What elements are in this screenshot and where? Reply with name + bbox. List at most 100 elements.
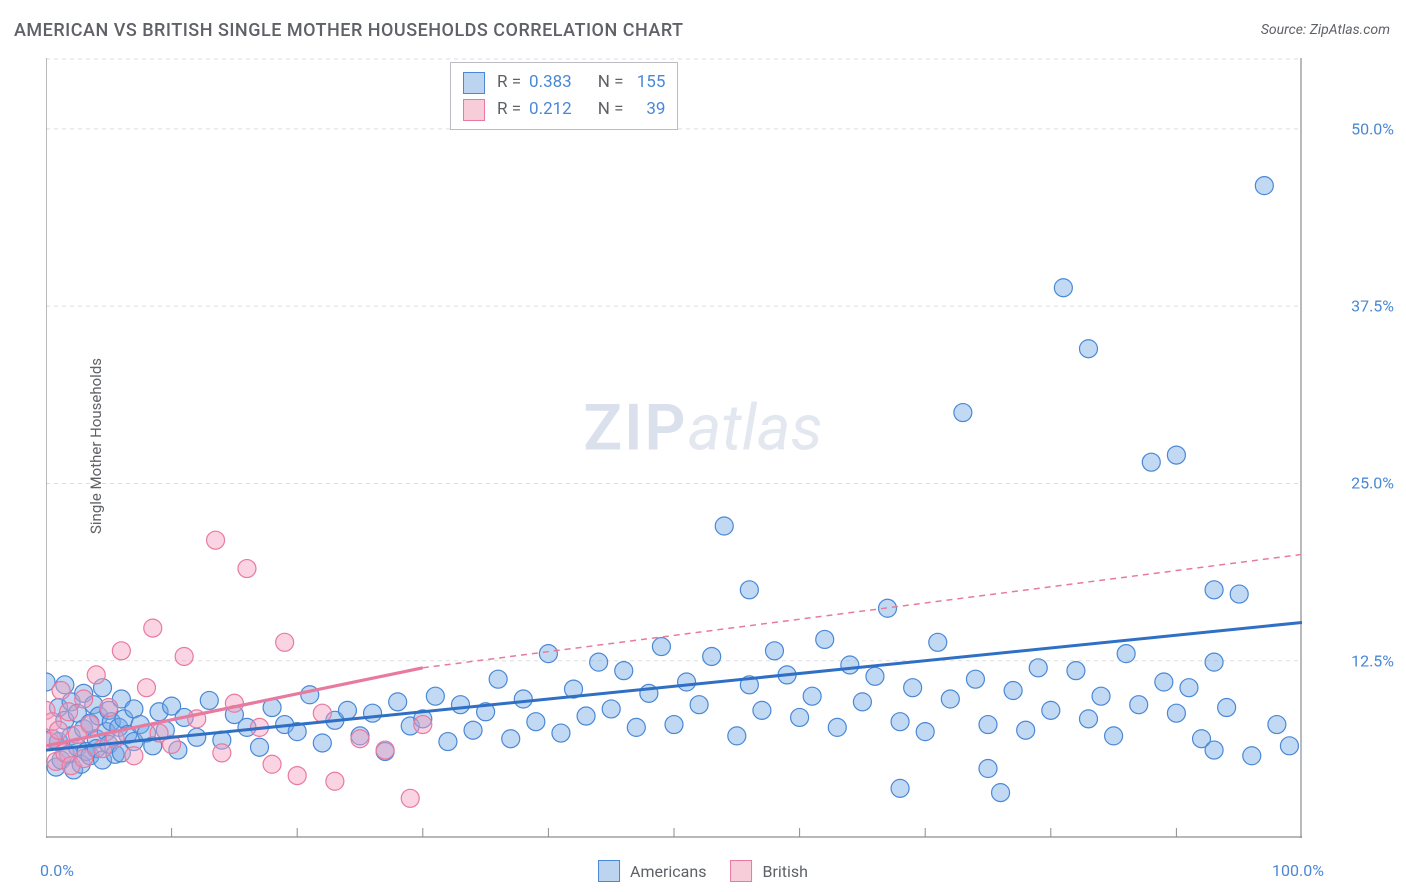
scatter-point-americans xyxy=(1142,453,1160,471)
scatter-point-british xyxy=(60,703,78,721)
scatter-point-americans xyxy=(338,701,356,719)
scatter-point-americans xyxy=(539,645,557,663)
scatter-point-americans xyxy=(1042,701,1060,719)
scatter-point-americans xyxy=(904,679,922,697)
legend-label: Americans xyxy=(630,862,706,881)
scatter-point-americans xyxy=(464,721,482,739)
scatter-point-americans xyxy=(590,653,608,671)
x-axis-min-label: 0.0% xyxy=(40,861,74,880)
scatter-point-americans xyxy=(841,656,859,674)
stats-row: R = 0.383 N = 155 xyxy=(463,69,665,96)
scatter-point-americans xyxy=(715,517,733,535)
scatter-point-americans xyxy=(615,662,633,680)
r-label: R = xyxy=(497,69,521,96)
scatter-point-americans xyxy=(1067,662,1085,680)
scatter-point-british xyxy=(75,750,93,768)
source-label: Source: ZipAtlas.com xyxy=(1261,22,1390,38)
scatter-point-british xyxy=(288,767,306,785)
scatter-point-americans xyxy=(803,687,821,705)
scatter-point-americans xyxy=(690,696,708,714)
scatter-point-british xyxy=(144,619,162,637)
scatter-point-british xyxy=(401,789,419,807)
scatter-point-americans xyxy=(426,687,444,705)
legend-swatch xyxy=(730,860,752,882)
scatter-point-americans xyxy=(853,693,871,711)
scatter-point-british xyxy=(263,755,281,773)
scatter-point-americans xyxy=(1205,741,1223,759)
series-legend: Americans British xyxy=(598,860,808,882)
scatter-point-british xyxy=(81,716,99,734)
scatter-point-americans xyxy=(1004,682,1022,700)
scatter-point-americans xyxy=(740,581,758,599)
scatter-point-british xyxy=(87,666,105,684)
r-value: 0.383 xyxy=(529,69,572,96)
stats-row: R =0.212N =39 xyxy=(463,96,665,123)
n-value: 39 xyxy=(631,96,665,123)
scatter-point-british xyxy=(100,699,118,717)
scatter-point-americans xyxy=(992,784,1010,802)
stats-legend: R = 0.383 N = 155R = 0.212 N = 39 xyxy=(450,62,678,130)
scatter-point-americans xyxy=(1105,727,1123,745)
scatter-point-british xyxy=(276,633,294,651)
scatter-point-americans xyxy=(1205,653,1223,671)
scatter-point-americans xyxy=(1280,737,1298,755)
n-value: 155 xyxy=(631,69,665,96)
r-value: 0.212 xyxy=(529,96,572,123)
scatter-point-americans xyxy=(916,723,934,741)
scatter-point-british xyxy=(326,772,344,790)
scatter-point-british xyxy=(238,560,256,578)
scatter-point-americans xyxy=(954,404,972,422)
scatter-point-americans xyxy=(188,728,206,746)
legend-swatch xyxy=(463,72,485,94)
scatter-point-americans xyxy=(816,630,834,648)
scatter-point-americans xyxy=(791,708,809,726)
trend-line xyxy=(423,554,1302,667)
scatter-point-americans xyxy=(602,700,620,718)
scatter-point-british xyxy=(175,647,193,665)
scatter-point-americans xyxy=(552,724,570,742)
scatter-point-americans xyxy=(489,670,507,688)
x-axis-max-label: 100.0% xyxy=(1272,861,1324,880)
n-label: N = xyxy=(598,69,624,96)
scatter-point-americans xyxy=(1230,585,1248,603)
scatter-point-americans xyxy=(979,716,997,734)
scatter-point-americans xyxy=(1167,704,1185,722)
scatter-point-americans xyxy=(1205,581,1223,599)
n-label: N = xyxy=(598,96,624,123)
scatter-point-british xyxy=(52,682,70,700)
legend-item: Americans xyxy=(598,860,706,882)
scatter-point-americans xyxy=(577,707,595,725)
scatter-point-british xyxy=(207,531,225,549)
scatter-point-americans xyxy=(1017,721,1035,739)
scatter-point-americans xyxy=(1117,645,1135,663)
scatter-point-americans xyxy=(703,647,721,665)
scatter-point-americans xyxy=(1079,710,1097,728)
scatter-point-americans xyxy=(1079,340,1097,358)
scatter-point-americans xyxy=(1130,696,1148,714)
scatter-point-americans xyxy=(502,730,520,748)
y-tick-label: 25.0% xyxy=(1351,474,1394,493)
scatter-point-british xyxy=(125,747,143,765)
legend-item: British xyxy=(730,860,807,882)
y-tick-label: 50.0% xyxy=(1351,119,1394,138)
legend-label: British xyxy=(762,862,807,881)
scatter-plot xyxy=(46,58,1302,838)
scatter-point-americans xyxy=(966,670,984,688)
scatter-point-americans xyxy=(1180,679,1198,697)
scatter-point-americans xyxy=(1054,279,1072,297)
scatter-point-americans xyxy=(313,734,331,752)
y-tick-label: 37.5% xyxy=(1351,297,1394,316)
scatter-point-americans xyxy=(389,693,407,711)
legend-swatch xyxy=(598,860,620,882)
scatter-point-british xyxy=(75,690,93,708)
scatter-point-americans xyxy=(652,638,670,656)
scatter-point-americans xyxy=(1029,659,1047,677)
scatter-point-americans xyxy=(891,713,909,731)
scatter-point-americans xyxy=(439,733,457,751)
scatter-point-americans xyxy=(451,696,469,714)
scatter-point-americans xyxy=(1092,687,1110,705)
scatter-point-americans xyxy=(1218,699,1236,717)
scatter-point-americans xyxy=(1243,747,1261,765)
scatter-point-americans xyxy=(527,713,545,731)
legend-swatch xyxy=(463,99,485,121)
